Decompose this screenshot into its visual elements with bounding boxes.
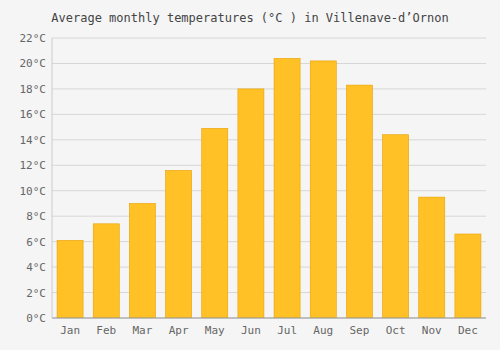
y-tick-label: 20°C	[20, 57, 47, 70]
y-tick-label: 6°C	[26, 236, 46, 249]
grid-line	[52, 165, 486, 166]
y-tick-label: 16°C	[20, 108, 47, 121]
x-axis	[52, 318, 486, 319]
y-tick-label: 22°C	[20, 32, 47, 45]
x-tick-label: Sep	[349, 324, 369, 337]
x-tick-label: Jun	[241, 324, 261, 337]
bars	[57, 58, 481, 318]
bar	[129, 203, 155, 318]
bar	[238, 89, 264, 318]
x-tick-label: Feb	[96, 324, 116, 337]
grid	[52, 38, 486, 318]
grid-line	[52, 38, 486, 39]
bar	[310, 61, 336, 318]
y-tick-label: 10°C	[20, 185, 47, 198]
bar	[383, 135, 409, 318]
grid-line	[52, 63, 486, 64]
bar	[419, 197, 445, 318]
grid-line	[52, 190, 486, 191]
bar	[455, 234, 481, 318]
bar	[57, 240, 83, 318]
y-tick-label: 4°C	[26, 261, 46, 274]
bar	[346, 85, 372, 318]
chart: Average monthly temperatures (°C ) in Vi…	[0, 0, 500, 350]
grid-line	[52, 114, 486, 115]
background	[0, 0, 500, 350]
y-axis	[52, 38, 53, 318]
grid-line	[52, 139, 486, 140]
grid-line	[52, 318, 486, 319]
x-tick-label: Nov	[422, 324, 442, 337]
bar	[93, 224, 119, 318]
bar	[202, 128, 228, 318]
y-tick-label: 18°C	[20, 83, 47, 96]
y-tick-label: 8°C	[26, 210, 46, 223]
x-tick-label: May	[205, 324, 225, 337]
x-tick-label: Apr	[169, 324, 189, 337]
y-tick-label: 2°C	[26, 287, 46, 300]
bar	[274, 58, 300, 318]
grid-line	[52, 88, 486, 89]
y-tick-label: 14°C	[20, 134, 47, 147]
x-tick-label: Jul	[277, 324, 297, 337]
x-tick-label: Dec	[458, 324, 478, 337]
x-tick-label: Oct	[386, 324, 406, 337]
x-tick-label: Aug	[313, 324, 333, 337]
x-tick-label: Jan	[60, 324, 80, 337]
y-tick-label: 0°C	[26, 312, 46, 325]
title: Average monthly temperatures (°C ) in Vi…	[51, 11, 448, 25]
y-tick-label: 12°C	[20, 159, 47, 172]
x-tick-label: Mar	[132, 324, 152, 337]
bar	[166, 170, 192, 318]
